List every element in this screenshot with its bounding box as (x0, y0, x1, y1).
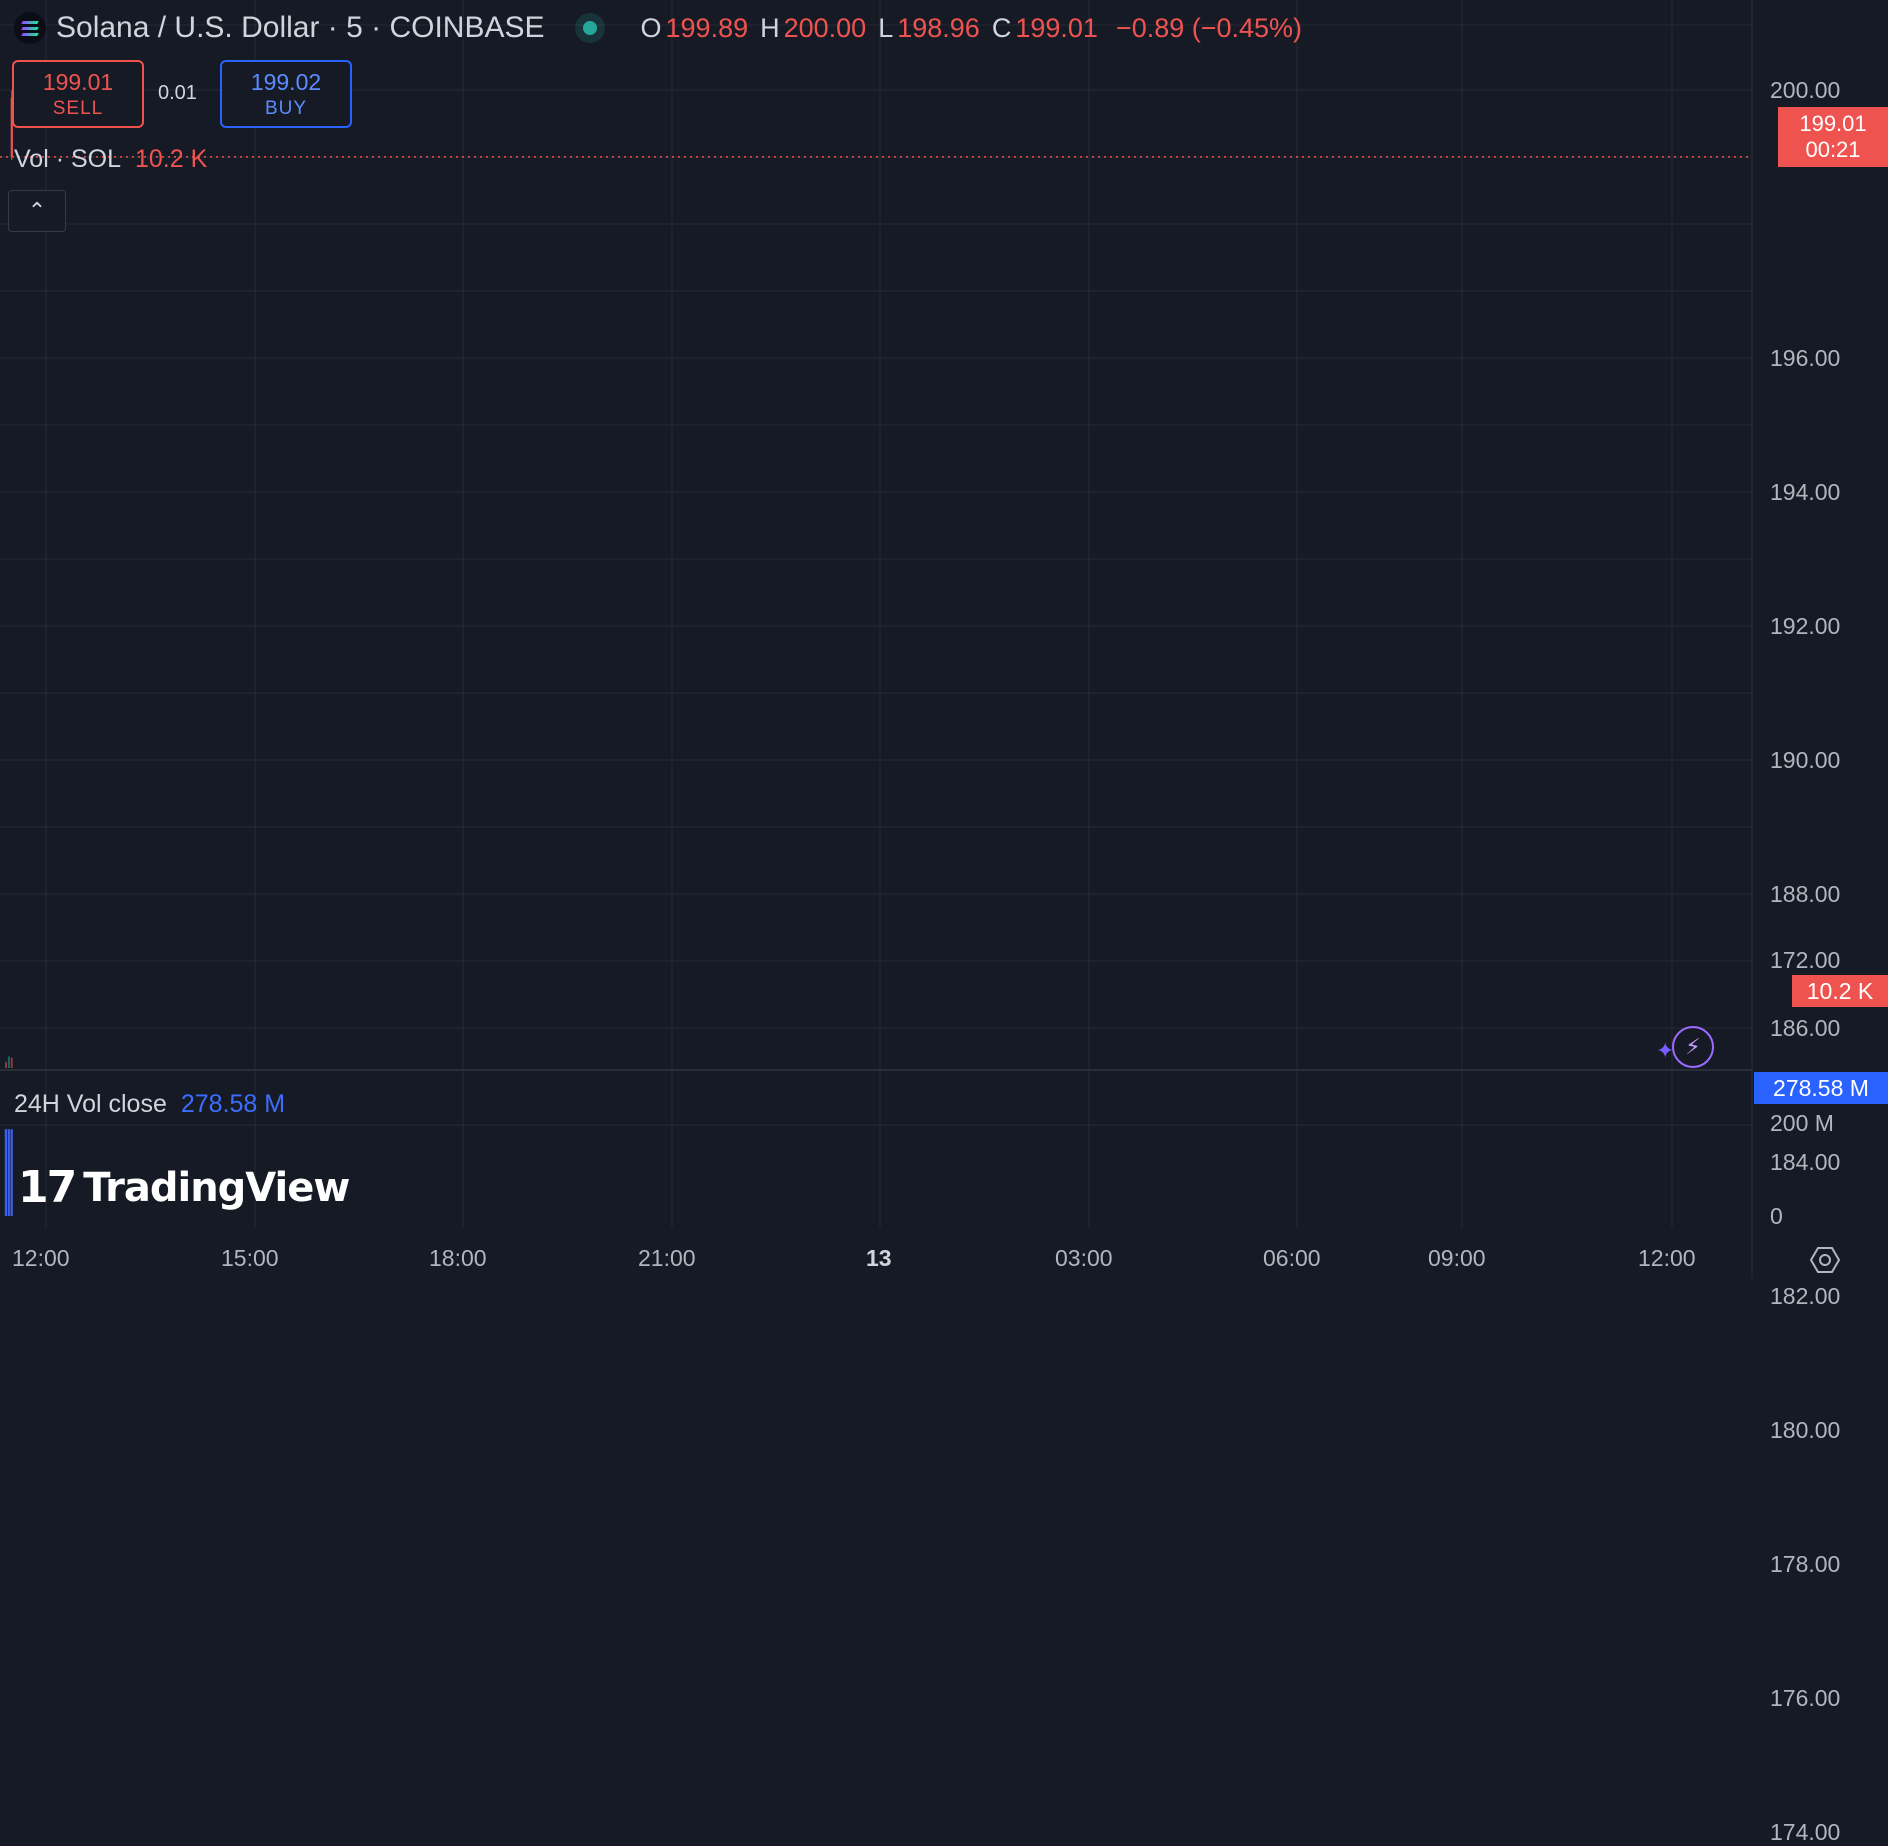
price-tick: 174.00 (1770, 1818, 1841, 1845)
low-value: 198.96 (897, 12, 980, 43)
open-label: O (640, 12, 662, 43)
chart-grid (0, 0, 1753, 1278)
buy-label: BUY (264, 98, 308, 119)
vol24-bar (7, 1129, 10, 1216)
price-tick: 178.00 (1770, 1550, 1841, 1577)
price-tick: 196.00 (1770, 344, 1841, 371)
price-tick: 176.00 (1770, 1684, 1841, 1711)
close-value: 199.01 (1015, 12, 1098, 43)
vol24-legend[interactable]: 24H Vol close 278.58 M (14, 1090, 285, 1119)
low-label: L (878, 12, 894, 43)
price-tick: 180.00 (1770, 1416, 1841, 1443)
high-value: 200.00 (783, 12, 867, 43)
market-status-icon[interactable] (582, 21, 597, 35)
time-tick: 13 (866, 1245, 892, 1271)
open-value: 199.89 (665, 12, 749, 43)
ohlc-legend: O 199.89 H 200.00 L 198.96 C 199.01 −0.8… (633, 13, 1303, 44)
volume-bar (5, 1061, 7, 1068)
settings-icon[interactable] (1810, 1245, 1840, 1275)
tradingview-logo: 17 TradingView (18, 1162, 350, 1213)
time-tick: 03:00 (1055, 1245, 1113, 1271)
chevron-up-icon: ⌃ (27, 198, 47, 223)
price-tick: 186.00 (1770, 1014, 1841, 1041)
sell-price: 199.01 (42, 69, 114, 95)
tradingview-mark-icon: 17 (18, 1162, 77, 1213)
volume-legend[interactable]: Vol · SOL 10.2 K (14, 145, 207, 174)
buy-button[interactable]: 199.02 BUY (220, 60, 352, 128)
volume-bar (7, 1056, 10, 1068)
candlesticks (10, 90, 13, 161)
vol24-bar (10, 1129, 13, 1216)
volume-value-tag: 10.2 K (1792, 975, 1888, 1007)
volume-bar (10, 1057, 13, 1068)
change-value: −0.89 (−0.45%) (1115, 12, 1303, 43)
vol24-value-tag: 278.58 M (1754, 1072, 1888, 1104)
volume-legend-value: 10.2 K (135, 145, 208, 173)
time-tick: 12:00 (1638, 1245, 1696, 1271)
vol24-legend-label: 24H Vol close (14, 1090, 167, 1118)
sell-label: SELL (52, 98, 104, 119)
price-tick: 188.00 (1770, 880, 1841, 907)
vol24-bars (4, 1129, 13, 1216)
price-tick: 200.00 (1770, 76, 1841, 103)
volume-bars (5, 1056, 13, 1068)
solana-logo-icon (14, 12, 46, 44)
price-tick: 172.00 (1770, 947, 1841, 973)
chart-header: Solana / U.S. Dollar · 5 · COINBASE O 19… (14, 8, 1302, 48)
bar-countdown: 00:21 (1805, 137, 1861, 162)
collapse-legend-button[interactable]: ⌃ (8, 190, 66, 232)
vol24-bar (4, 1129, 7, 1216)
lightning-icon[interactable]: ⚡ (1672, 1026, 1714, 1068)
buy-price: 199.02 (250, 69, 322, 95)
price-chart[interactable] (0, 0, 1888, 1278)
spread-value: 0.01 (158, 82, 197, 104)
last-price-value: 199.01 (1799, 111, 1867, 136)
vol24-legend-value: 278.58 M (180, 1090, 286, 1118)
symbol-title[interactable]: Solana / U.S. Dollar · 5 · COINBASE (56, 11, 545, 44)
vol24-tick: 200 M (1770, 1110, 1834, 1136)
close-label: C (991, 12, 1012, 43)
price-tick: 190.00 (1770, 746, 1841, 773)
price-tick: 192.00 (1770, 612, 1841, 639)
price-tick: 194.00 (1770, 478, 1841, 505)
time-tick: 06:00 (1263, 1245, 1321, 1271)
time-tick: 12:00 (12, 1245, 70, 1271)
price-tick: 182.00 (1770, 1282, 1841, 1309)
volume-legend-label: Vol · SOL (14, 145, 121, 173)
time-tick: 09:00 (1428, 1245, 1486, 1271)
vol24-tick: 0 (1770, 1203, 1783, 1229)
sparkle-icon[interactable]: ✦ (1656, 1038, 1675, 1063)
price-tick: 184.00 (1770, 1148, 1841, 1175)
time-tick: 15:00 (221, 1245, 279, 1271)
high-label: H (760, 12, 780, 43)
time-tick: 18:00 (429, 1245, 487, 1271)
tradingview-wordmark: TradingView (83, 1164, 350, 1211)
candle-body (10, 97, 13, 157)
sell-button[interactable]: 199.01 SELL (12, 60, 144, 128)
last-price-label: 199.01 00:21 (1778, 107, 1888, 167)
time-tick: 21:00 (638, 1245, 696, 1271)
